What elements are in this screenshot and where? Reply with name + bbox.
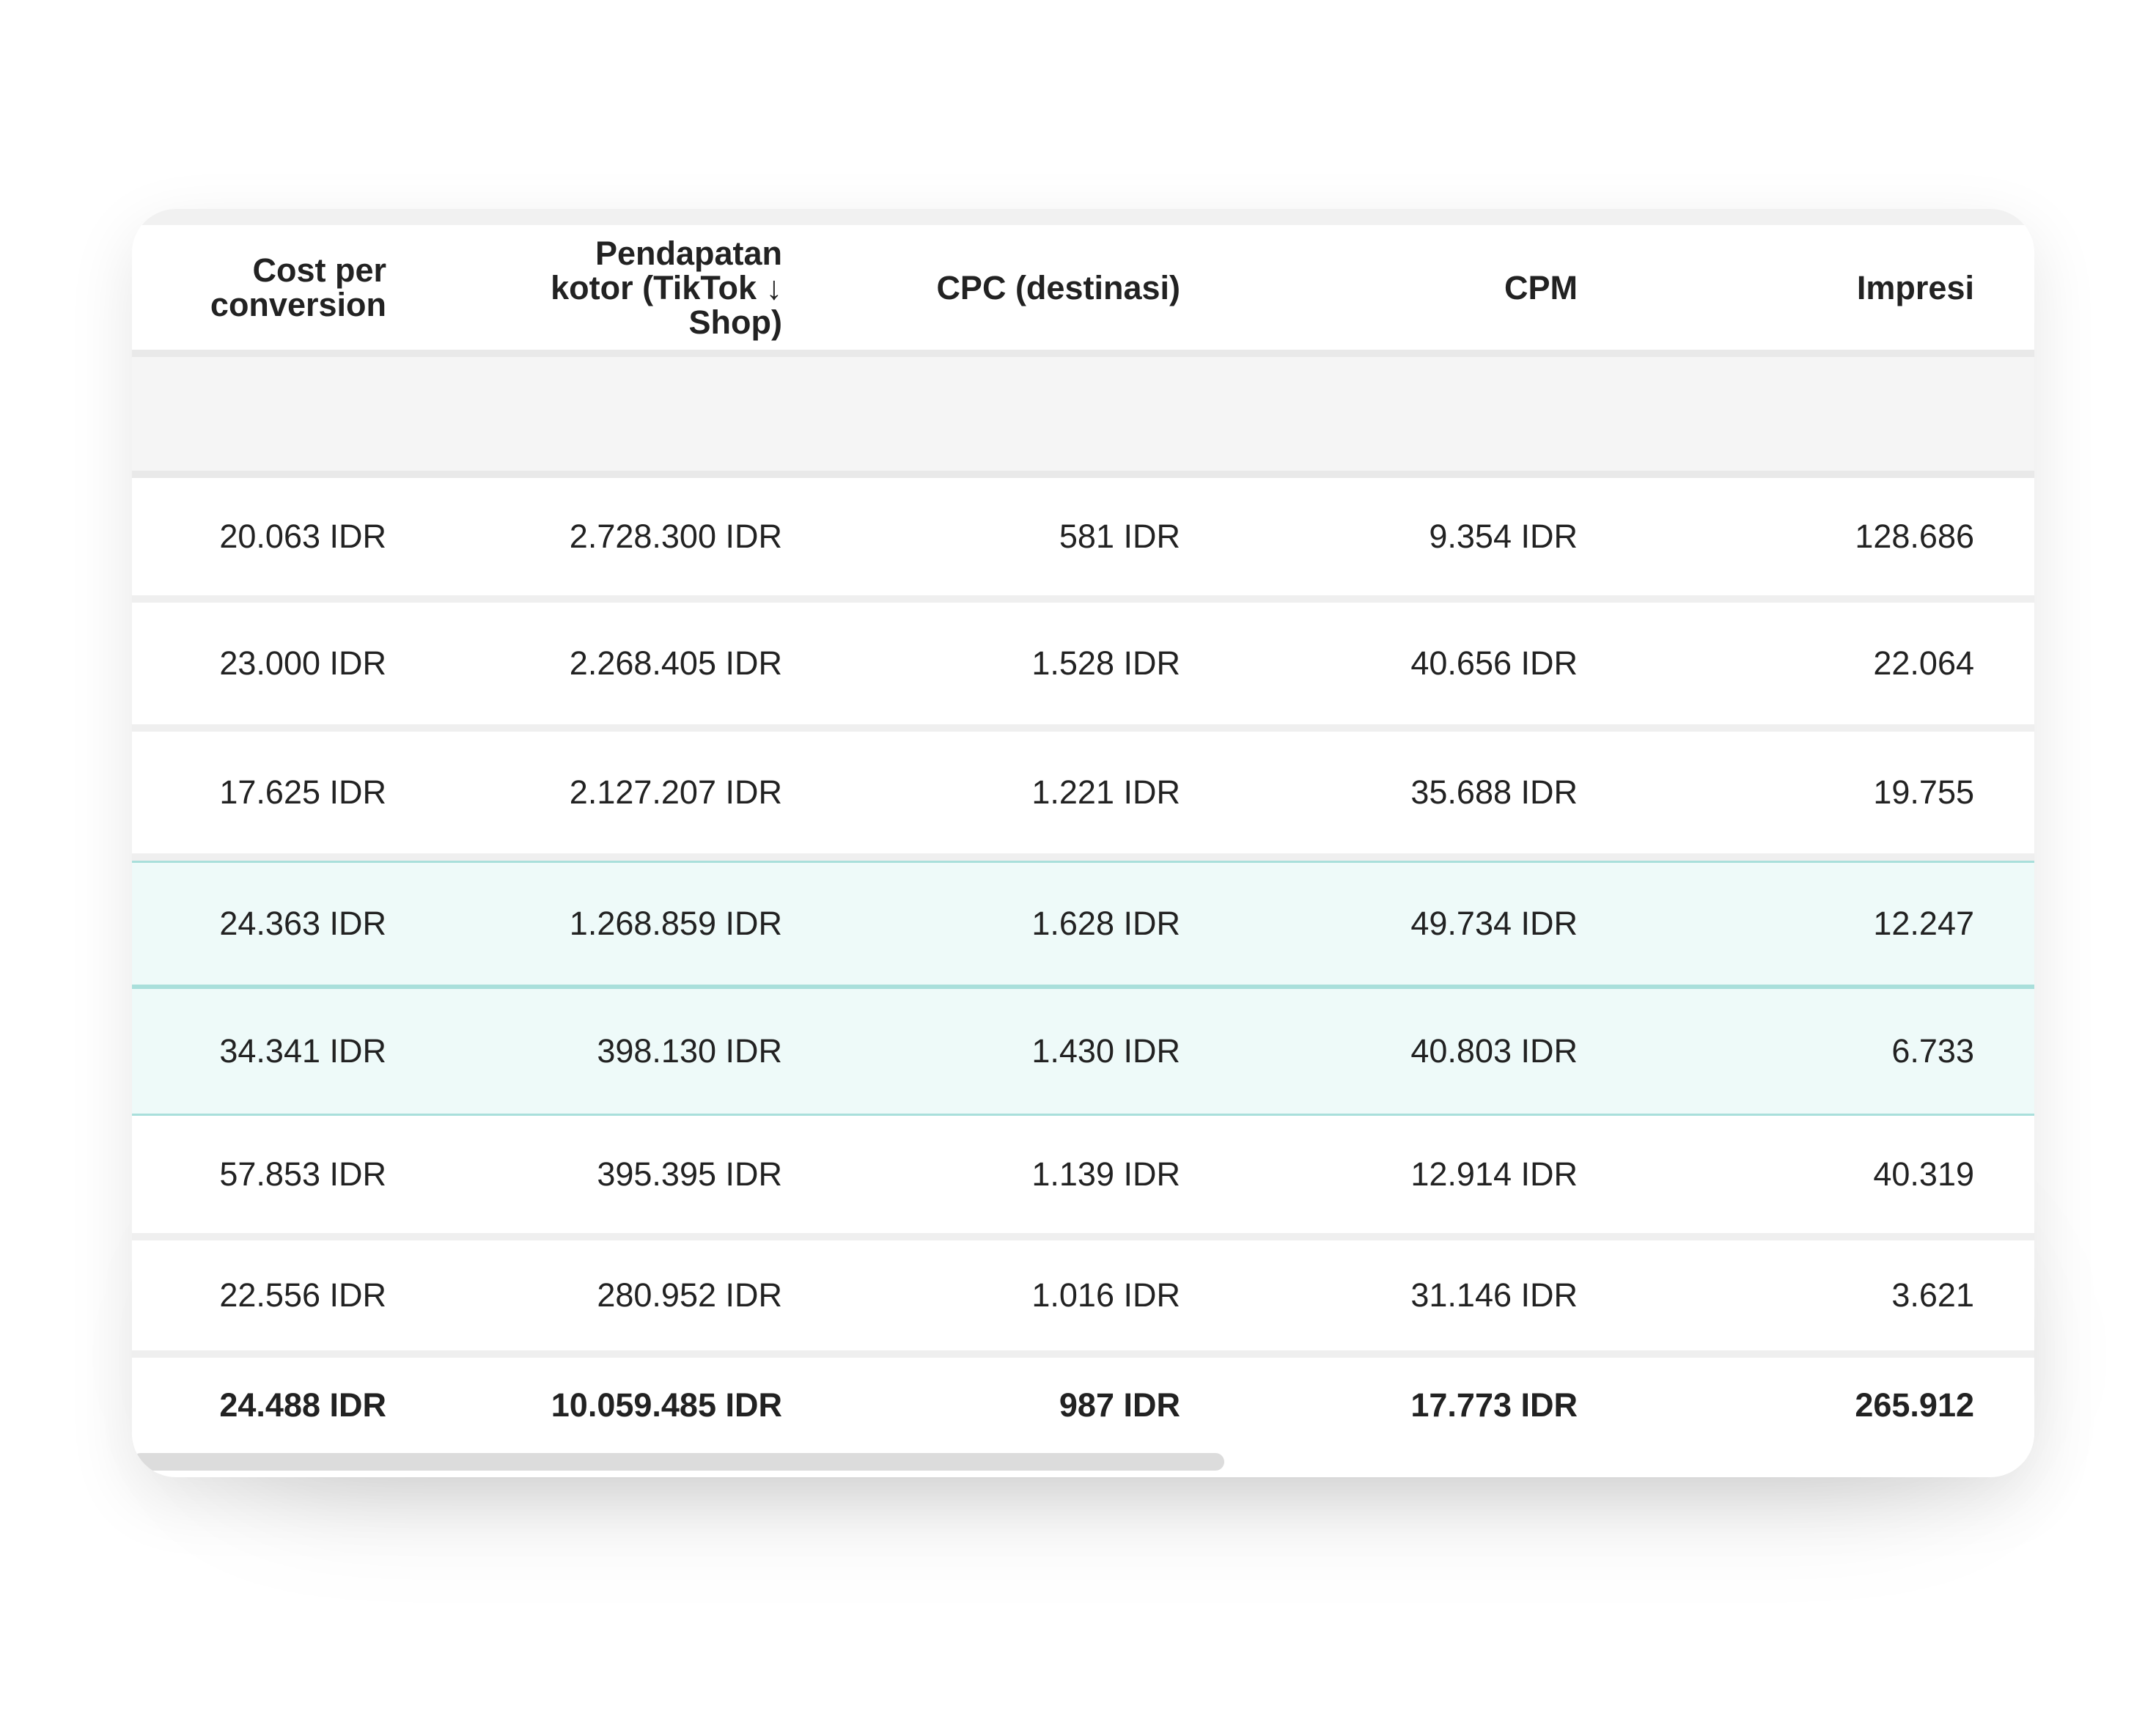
blank-row [132,357,2034,478]
column-header-gross-revenue-tiktok-shop[interactable]: Pendapatan kotor (TikTok ↓ Shop) [132,225,782,350]
table-cell: 280.952 IDR [597,1276,782,1314]
header-line: Impresi [1856,268,1974,306]
table-cell: 581 IDR [1059,518,1180,555]
table-cell: 31.146 IDR [1410,1276,1578,1314]
table-cell: 22.064 [1873,644,1974,682]
table-cell: 24.488 IDR [219,1386,386,1424]
table-cell: 987 IDR [1059,1386,1180,1424]
table-cell: 2.268.405 IDR [569,644,782,682]
table-cell: 395.395 IDR [597,1155,782,1193]
table-cell: 1.221 IDR [1031,773,1180,811]
table-cell: 398.130 IDR [597,1032,782,1070]
table-cell: 1.139 IDR [1031,1155,1180,1193]
table-cell: 6.733 [1891,1032,1974,1070]
table-cell: 3.621 [1891,1276,1974,1314]
horizontal-scrollbar-thumb[interactable] [132,1453,1224,1471]
table-cell: 17.625 IDR [219,773,386,811]
total-row: 24.488 IDR 10.059.485 IDR 987 IDR 17.773 ID… [132,1358,2034,1453]
card-top-band [132,209,2034,225]
table-header-row: Cost per conversion Pendapatan kotor (Ti… [132,225,2034,357]
table-row[interactable]: 57.853 IDR 395.395 IDR 1.139 IDR 12.914 IDR… [132,1116,2034,1240]
table-cell: 1.528 IDR [1031,644,1180,682]
table-cell: 20.063 IDR [219,518,386,555]
table-cell: 40.656 IDR [1410,644,1578,682]
header-line: kotor (TikTok ↓ [551,268,782,306]
header-line: Pendapatan [595,234,782,272]
table-cell: 1.430 IDR [1031,1032,1180,1070]
table-cell: 12.914 IDR [1410,1155,1578,1193]
table-cell: 128.686 [1855,518,1974,555]
table-row[interactable]: 17.625 IDR 2.127.207 IDR 1.221 IDR 35.688 I… [132,732,2034,861]
column-header-impressions[interactable]: Impresi [132,225,1974,350]
table-cell: 12.247 [1873,905,1974,942]
table-row[interactable]: 24.363 IDR 1.268.859 IDR 1.628 IDR 49.734 I… [132,861,2034,987]
table-cell: 2.728.300 IDR [569,518,782,555]
table-cell: 24.363 IDR [219,905,386,942]
metrics-table-card: Cost per conversion Pendapatan kotor (Ti… [132,209,2034,1477]
table-cell: 40.319 [1873,1155,1974,1193]
header-line: CPC (destinasi) [936,268,1180,306]
table-cell: 40.803 IDR [1410,1032,1578,1070]
table-cell: 265.912 [1855,1386,1974,1424]
table-cell: 22.556 IDR [219,1276,386,1314]
table-cell: 1.628 IDR [1031,905,1180,942]
table-row[interactable]: 20.063 IDR 2.728.300 IDR 581 IDR 9.354 IDR 1… [132,478,2034,603]
table-cell: 49.734 IDR [1410,905,1578,942]
table-row[interactable]: 22.556 IDR 280.952 IDR 1.016 IDR 31.146 IDR… [132,1240,2034,1358]
column-header-cpc-destination[interactable]: CPC (destinasi) [132,225,1180,350]
table-row[interactable]: 34.341 IDR 398.130 IDR 1.430 IDR 40.803 IDR… [132,987,2034,1116]
table-cell: 34.341 IDR [219,1032,386,1070]
header-line: conversion [210,286,386,323]
table-cell: 9.354 IDR [1429,518,1578,555]
table-cell: 1.016 IDR [1031,1276,1180,1314]
table-cell: 35.688 IDR [1410,773,1578,811]
header-line: Cost per [252,251,386,289]
table-cell: 10.059.485 IDR [551,1386,782,1424]
table-cell: 19.755 [1873,773,1974,811]
table-cell: 23.000 IDR [219,644,386,682]
column-header-cpm[interactable]: CPM [132,225,1578,350]
table-cell: 57.853 IDR [219,1155,386,1193]
column-header-cost-per-conversion[interactable]: Cost per conversion [132,225,386,350]
table-cell: 17.773 IDR [1410,1386,1578,1424]
header-line: CPM [1504,268,1578,306]
table-cell: 2.127.207 IDR [569,773,782,811]
table-cell: 1.268.859 IDR [569,905,782,942]
header-line: Shop) [688,303,782,341]
table-row[interactable]: 23.000 IDR 2.268.405 IDR 1.528 IDR 40.656 I… [132,603,2034,732]
